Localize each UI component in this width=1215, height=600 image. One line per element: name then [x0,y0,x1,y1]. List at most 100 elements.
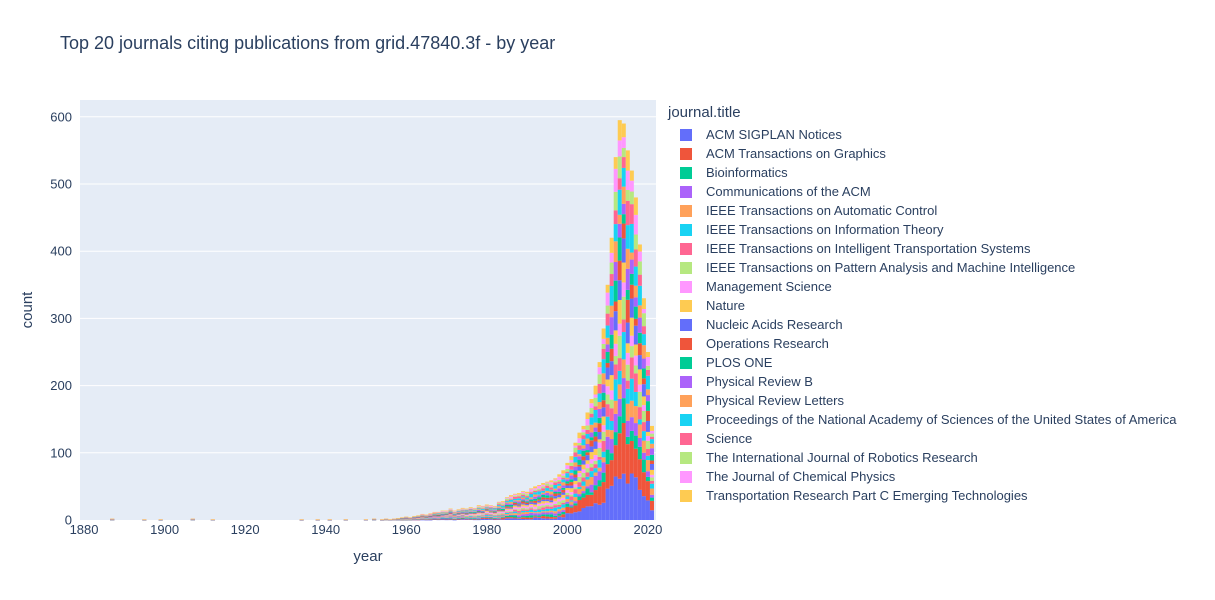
legend-item[interactable]: Management Science [668,277,1176,296]
bar-segment [593,460,598,465]
legend-item[interactable]: The Journal of Chemical Physics [668,467,1176,486]
bar-segment [621,319,626,333]
bar-segment [541,495,546,498]
bar-segment [537,488,542,491]
legend-item[interactable]: IEEE Transactions on Information Theory [668,220,1176,239]
bar-segment [521,504,526,507]
legend-item[interactable]: The International Journal of Robotics Re… [668,448,1176,467]
bar-segment [589,459,594,464]
legend-item[interactable]: IEEE Transactions on Automatic Control [668,201,1176,220]
bar-segment [605,325,610,338]
bar-segment [609,348,614,362]
bar-segment [573,503,578,506]
y-tick-label: 100 [50,445,72,460]
bar-segment [456,513,461,515]
bar-segment [464,516,469,518]
bar-segment [537,485,542,487]
legend-item[interactable]: Nature [668,296,1176,315]
bar-segment [601,373,606,385]
bar-segment [569,456,574,460]
bar-segment [529,498,534,500]
bar-segment [480,514,485,516]
bar-segment [517,506,522,508]
bar-segment [613,400,618,414]
bar-segment [464,518,469,520]
bar-segment [472,517,477,519]
bar-segment [428,517,433,518]
bar-segment [613,261,618,281]
legend-item[interactable]: ACM Transactions on Graphics [668,144,1176,163]
bar-segment [577,496,582,500]
bar-segment [593,409,598,423]
bar-segment [621,359,626,379]
bar-segment [484,506,489,507]
bar-segment [492,506,497,508]
bar-segment [428,516,433,518]
bar-segment [601,502,606,520]
bar-segment [529,503,534,505]
bar-segment [641,298,646,310]
bar-segment [464,509,469,511]
bar-segment [581,464,586,470]
bar-segment [549,489,554,492]
legend-swatch [680,204,692,217]
legend-item[interactable]: Communications of the ACM [668,182,1176,201]
bar-segment [500,503,505,505]
legend-item[interactable]: Transportation Research Part C Emerging … [668,486,1176,505]
bar-segment [529,497,534,499]
bar-segment [625,444,630,484]
legend-item[interactable]: ACM SIGPLAN Notices [668,125,1176,144]
bar-segment [637,305,642,318]
bar-segment [609,286,614,306]
bar-segment [464,514,469,515]
legend-item[interactable]: IEEE Transactions on Pattern Analysis an… [668,258,1176,277]
bar-segment [420,513,425,515]
legend-item[interactable]: Operations Research [668,334,1176,353]
legend-item[interactable]: Proceedings of the National Academy of S… [668,410,1176,429]
bar-segment [609,453,614,461]
bar-segment [521,517,526,519]
bar-segment [444,513,449,515]
legend-item[interactable]: Physical Review B [668,372,1176,391]
legend-label: Operations Research [706,336,829,351]
legend-swatch [680,166,692,179]
bar-segment [508,512,514,514]
bar-segment [521,503,526,505]
bar-segment [609,420,614,431]
bar-segment [541,501,546,504]
bar-segment [537,509,542,513]
bar-segment [537,512,542,514]
bar-segment [492,507,497,509]
bar-segment [440,510,445,512]
bar-segment [529,509,534,513]
bar-segment [525,517,530,520]
bar-segment [541,509,546,512]
bar-segment [629,335,634,347]
bar-segment [617,260,622,281]
bar-segment [424,518,429,520]
bar-segment [210,519,215,520]
legend-item[interactable]: Nucleic Acids Research [668,315,1176,334]
bar-segment [484,509,489,511]
bar-segment [521,497,526,500]
legend-item[interactable]: Science [668,429,1176,448]
bar-segment [496,508,501,510]
legend-item[interactable]: IEEE Transactions on Intelligent Transpo… [668,239,1176,258]
bar-segment [492,516,497,518]
legend-item[interactable]: PLOS ONE [668,353,1176,372]
bar-segment [500,502,505,504]
bar-segment [504,515,509,516]
bar-segment [513,505,518,508]
bar-segment [504,512,509,513]
bar-segment [464,509,469,510]
legend-item[interactable]: Bioinformatics [668,163,1176,182]
bar-segment [553,488,558,491]
legend-item[interactable]: Physical Review Letters [668,391,1176,410]
bar-segment [508,517,514,519]
bar-segment [645,365,650,370]
bar-segment [500,519,505,521]
legend-swatch [680,242,692,255]
bar-segment [420,519,425,521]
bar-segment [625,150,630,171]
bar-segment [484,507,489,509]
